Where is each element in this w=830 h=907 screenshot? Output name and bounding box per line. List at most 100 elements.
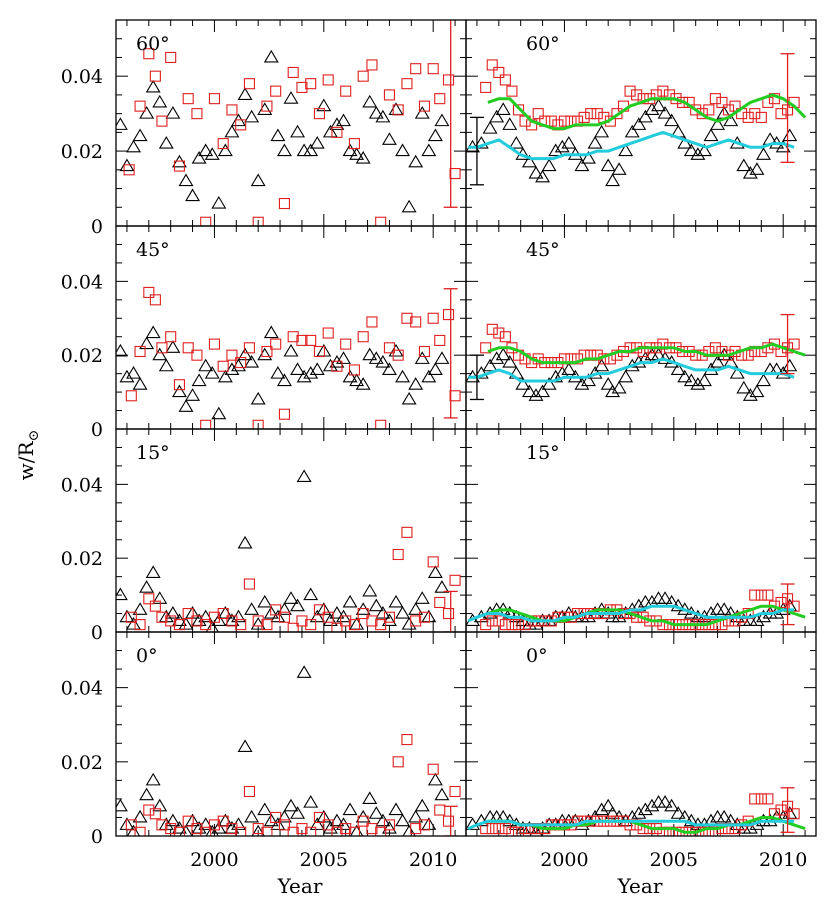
triangle-point (729, 366, 745, 379)
triangle-point (600, 798, 616, 812)
square-point (762, 793, 774, 805)
square-point (149, 600, 161, 612)
square-point (749, 108, 761, 120)
triangle-point (205, 620, 219, 632)
triangle-point (165, 605, 181, 619)
panel-label: 45° (136, 239, 170, 261)
square-point (383, 342, 395, 354)
triangle-point (119, 369, 135, 383)
square-point (200, 216, 212, 226)
triangle-point (270, 817, 286, 830)
square-point (235, 357, 247, 369)
triangle-point (434, 113, 450, 127)
panel-label: 15° (526, 442, 560, 464)
panel-right-3: 2000 2005 2010 0° (465, 631, 817, 871)
square-point (775, 804, 787, 816)
square-point (134, 345, 146, 358)
square-point (375, 826, 387, 836)
y-tick-label: 0.02 (61, 345, 103, 367)
triangle-point (145, 325, 161, 339)
square-point (410, 63, 422, 75)
triangle-point (414, 106, 430, 119)
square-point (480, 619, 492, 631)
triangle-point (756, 609, 771, 623)
triangle-series (116, 665, 450, 836)
x-tick-label: 2005 (650, 849, 698, 871)
error-bar (443, 20, 458, 208)
triangle-point (309, 609, 325, 623)
panel-frame (465, 428, 817, 633)
triangle-point (644, 347, 660, 361)
square-point (226, 615, 238, 627)
square-point (182, 342, 194, 354)
triangle-point (414, 591, 430, 604)
panel-label: 15° (136, 442, 170, 464)
triangle-point (664, 113, 680, 127)
square-point (512, 104, 525, 116)
triangle-point (152, 591, 168, 604)
triangle-point (362, 347, 378, 361)
square-point (287, 622, 299, 632)
square-point (775, 596, 787, 609)
error-bar (780, 583, 795, 626)
square-point (410, 316, 422, 328)
triangle-point (250, 173, 266, 187)
square-point (208, 93, 220, 105)
square-point (449, 168, 461, 180)
square-point (493, 327, 505, 339)
triangle-point (329, 117, 345, 130)
triangle-point (581, 151, 596, 164)
triangle-point (342, 369, 358, 383)
triangle-point (401, 391, 417, 405)
square-point (434, 596, 446, 609)
square-point (340, 615, 352, 627)
square-point (123, 164, 135, 176)
plot-area (116, 286, 461, 429)
triangle-point (482, 121, 498, 134)
y-tick-label: 0.04 (61, 678, 103, 700)
triangle-point (749, 384, 765, 398)
triangle-point (178, 173, 194, 187)
triangle-point (342, 594, 358, 608)
square-point (401, 734, 413, 746)
square-point (305, 334, 317, 346)
square-point (143, 804, 155, 816)
y-axis-title-main: w/R (14, 440, 38, 480)
triangle-point (594, 124, 610, 138)
panel-frame (465, 631, 817, 837)
square-point (217, 607, 229, 620)
triangle-point (290, 806, 306, 819)
triangle-point (495, 102, 511, 115)
y-tick-label: 0.02 (61, 548, 103, 570)
y-axis-title-text: w/R⊙ (14, 430, 42, 481)
y-axis-title-sub: ⊙ (26, 430, 42, 442)
square-point (313, 604, 325, 616)
square-point (134, 619, 146, 631)
triangle-point (244, 602, 260, 615)
triangle-point (408, 377, 424, 390)
square-point (512, 826, 525, 836)
ticks (116, 225, 466, 430)
triangle-point (541, 377, 557, 390)
triangle-point (270, 366, 286, 379)
square-point (558, 115, 570, 127)
square-point (357, 70, 369, 82)
triangle-point (303, 366, 319, 379)
square-point (125, 611, 137, 623)
triangle-point (535, 384, 551, 398)
square-point (305, 78, 317, 90)
square-point (486, 59, 498, 71)
square-point (149, 294, 161, 306)
triangle-point (309, 817, 325, 830)
fit-curve (487, 93, 807, 131)
square-point (270, 811, 282, 824)
triangle-point (152, 94, 168, 108)
triangle-point (696, 373, 712, 387)
triangle-point (605, 806, 621, 819)
triangle-point (644, 102, 660, 115)
square-point (156, 819, 168, 831)
triangle-point (388, 594, 404, 608)
square-point (270, 338, 282, 350)
square-point (305, 619, 317, 631)
square-point (208, 338, 220, 350)
